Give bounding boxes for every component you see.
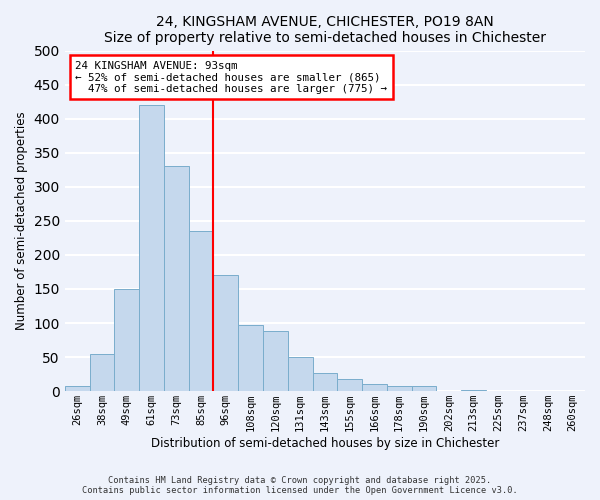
Bar xyxy=(313,373,337,391)
Y-axis label: Number of semi-detached properties: Number of semi-detached properties xyxy=(15,112,28,330)
Bar xyxy=(89,354,115,391)
Bar xyxy=(461,390,486,391)
Bar xyxy=(362,384,387,391)
Bar xyxy=(188,231,214,391)
Bar xyxy=(164,166,188,391)
X-axis label: Distribution of semi-detached houses by size in Chichester: Distribution of semi-detached houses by … xyxy=(151,437,499,450)
Bar xyxy=(387,386,412,391)
Text: Contains HM Land Registry data © Crown copyright and database right 2025.
Contai: Contains HM Land Registry data © Crown c… xyxy=(82,476,518,495)
Bar xyxy=(337,379,362,391)
Bar xyxy=(412,386,436,391)
Title: 24, KINGSHAM AVENUE, CHICHESTER, PO19 8AN
Size of property relative to semi-deta: 24, KINGSHAM AVENUE, CHICHESTER, PO19 8A… xyxy=(104,15,546,45)
Bar xyxy=(115,289,139,391)
Bar xyxy=(263,331,288,391)
Bar xyxy=(238,325,263,391)
Bar xyxy=(65,386,89,391)
Bar xyxy=(214,276,238,391)
Text: 24 KINGSHAM AVENUE: 93sqm
← 52% of semi-detached houses are smaller (865)
  47% : 24 KINGSHAM AVENUE: 93sqm ← 52% of semi-… xyxy=(75,61,387,94)
Bar xyxy=(288,357,313,391)
Bar xyxy=(139,105,164,391)
